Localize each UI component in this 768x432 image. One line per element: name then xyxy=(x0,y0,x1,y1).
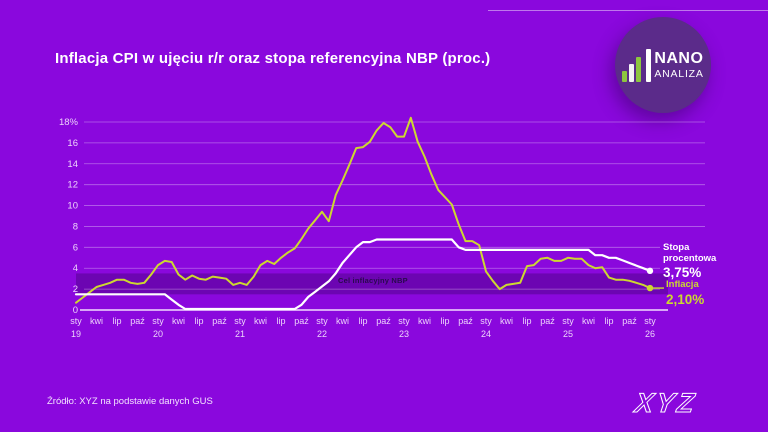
x-tick-month: lip xyxy=(440,316,449,326)
x-tick-month: kwi xyxy=(418,316,431,326)
x-tick-month: paź xyxy=(540,316,555,326)
xyz-logo-text: XYZ xyxy=(631,387,699,418)
y-tick-label: 4 xyxy=(73,263,78,274)
inflation-end-value: 2,10% xyxy=(666,291,705,307)
x-tick-year: 25 xyxy=(563,329,573,339)
x-tick-month: sty xyxy=(398,316,410,326)
decorative-line xyxy=(488,10,768,11)
inflation-series-name: Inflacja xyxy=(666,279,699,290)
y-tick-label: 0 xyxy=(73,305,78,316)
x-tick-month: lip xyxy=(112,316,121,326)
x-tick-month: kwi xyxy=(172,316,185,326)
x-tick-month: kwi xyxy=(582,316,595,326)
x-tick-month: lip xyxy=(358,316,367,326)
logo-text: NANO ANALIZA xyxy=(654,49,704,80)
y-tick-label: 18% xyxy=(59,117,79,128)
nano-analiza-logo: NANO ANALIZA xyxy=(615,17,711,113)
x-tick-month: lip xyxy=(194,316,203,326)
gridlines xyxy=(80,121,705,311)
x-tick-month: lip xyxy=(276,316,285,326)
x-tick-year: 23 xyxy=(399,329,409,339)
x-tick-month: paź xyxy=(458,316,473,326)
source-note: Źródło: XYZ na podstawie danych GUS xyxy=(47,396,213,407)
x-tick-year: 22 xyxy=(317,329,327,339)
inflation-target-band-label: Cel inflacyjny NBP xyxy=(338,276,408,285)
x-tick-month: kwi xyxy=(500,316,513,326)
y-tick-label: 10 xyxy=(67,201,78,212)
x-tick-year: 26 xyxy=(645,329,655,339)
rate-series-name: Stopa procentowa xyxy=(663,242,717,264)
y-tick-label: 8 xyxy=(73,221,78,232)
y-tick-label: 6 xyxy=(73,242,78,253)
x-tick-year: 19 xyxy=(71,329,81,339)
x-tick-month: paź xyxy=(294,316,309,326)
y-axis-labels: 0 2 4 6 8 10 12 14 16 18% xyxy=(59,117,79,316)
x-tick-month: lip xyxy=(604,316,613,326)
x-tick-year: 21 xyxy=(235,329,245,339)
y-tick-label: 12 xyxy=(67,180,78,191)
y-tick-label: 14 xyxy=(67,159,78,170)
logo-line1: NANO xyxy=(654,49,704,67)
y-tick-label: 2 xyxy=(73,284,78,295)
x-tick-month: sty xyxy=(316,316,328,326)
x-tick-month: lip xyxy=(522,316,531,326)
rate-end-value: 3,75% xyxy=(663,265,702,281)
x-tick-month: kwi xyxy=(90,316,103,326)
x-tick-year: 24 xyxy=(481,329,491,339)
x-tick-month: kwi xyxy=(254,316,267,326)
inflation-end-dot xyxy=(646,284,654,292)
logo-line2: ANALIZA xyxy=(654,67,704,80)
rate-end-label: Stopa procentowa 3,75% xyxy=(663,242,735,281)
bar-chart-icon xyxy=(622,48,652,82)
rate-line xyxy=(74,238,652,311)
inflation-line xyxy=(75,116,651,304)
x-tick-month: sty xyxy=(152,316,164,326)
x-tick-month: sty xyxy=(480,316,492,326)
page-title: Inflacja CPI w ujęciu r/r oraz stopa ref… xyxy=(55,50,491,67)
rate-end-dot xyxy=(646,267,654,275)
x-tick-month: sty xyxy=(644,316,656,326)
x-tick-month: paź xyxy=(622,316,637,326)
x-tick-month: kwi xyxy=(336,316,349,326)
y-tick-label: 16 xyxy=(67,138,78,149)
x-tick-month: paź xyxy=(130,316,145,326)
x-tick-month: sty xyxy=(234,316,246,326)
x-tick-year: 20 xyxy=(153,329,163,339)
x-tick-month: paź xyxy=(376,316,391,326)
x-tick-month: sty xyxy=(70,316,82,326)
xyz-logo: XYZ xyxy=(631,387,700,419)
x-tick-month: paź xyxy=(212,316,227,326)
x-tick-month: sty xyxy=(562,316,574,326)
inflation-end-label: Inflacja 2,10% xyxy=(666,279,738,307)
